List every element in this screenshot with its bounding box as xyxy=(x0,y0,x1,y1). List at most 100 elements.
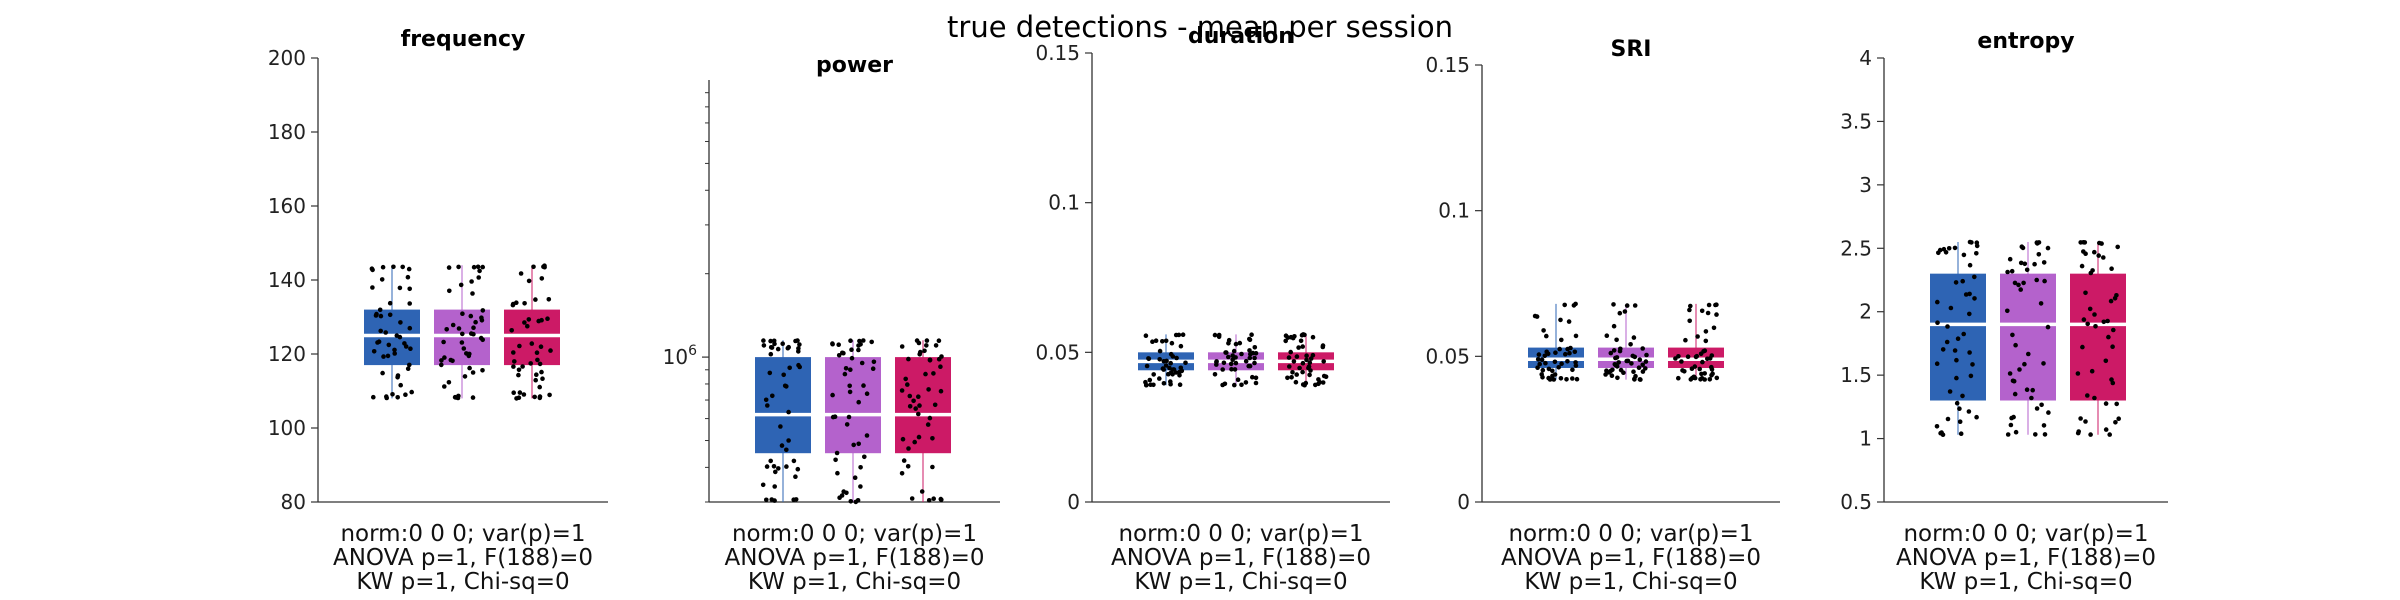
panel-title: entropy xyxy=(1977,29,2074,54)
box-group_3 xyxy=(504,309,560,366)
data-point xyxy=(836,342,841,348)
data-point xyxy=(512,359,517,364)
box-group_1 xyxy=(364,309,420,366)
stats-line-3: KW p=1, Chi-sq=0 xyxy=(1524,569,1737,595)
data-point xyxy=(1935,299,1940,305)
data-point xyxy=(1157,357,1162,362)
data-point xyxy=(903,376,908,382)
data-point xyxy=(2080,344,2085,350)
data-point xyxy=(938,496,944,502)
data-point xyxy=(1637,357,1643,363)
stats-line-2: ANOVA p=1, F(188)=0 xyxy=(1501,545,1761,571)
data-point xyxy=(2089,368,2095,374)
data-point xyxy=(1294,372,1299,377)
data-point xyxy=(456,393,461,399)
data-point xyxy=(1288,334,1294,340)
data-point xyxy=(528,361,533,366)
data-point xyxy=(786,438,791,443)
data-point xyxy=(1974,414,1979,420)
data-point xyxy=(1143,379,1148,385)
data-point xyxy=(856,399,861,405)
data-point xyxy=(526,317,532,322)
data-point xyxy=(1306,364,1312,369)
data-point xyxy=(1323,374,1329,380)
data-point xyxy=(510,301,516,307)
stats-line-2: ANOVA p=1, F(188)=0 xyxy=(1111,545,1371,571)
data-point xyxy=(842,371,848,377)
data-point xyxy=(1173,370,1179,375)
data-point xyxy=(1157,376,1162,381)
data-point xyxy=(475,264,481,270)
stats-line-1: norm:0 0 0; var(p)=1 xyxy=(340,521,585,547)
data-point xyxy=(924,338,930,343)
data-point xyxy=(2115,244,2120,250)
data-point xyxy=(464,351,469,356)
panel-frequency: frequency 80 100 120 140 160 180 200 norm:0 0 0;… xyxy=(268,27,608,595)
data-point xyxy=(1304,357,1309,363)
data-point xyxy=(1640,362,1645,368)
data-point xyxy=(1294,354,1300,359)
data-point xyxy=(526,278,532,284)
data-point xyxy=(2109,266,2114,272)
data-point xyxy=(1698,351,1704,357)
data-point xyxy=(1945,324,1950,329)
data-point xyxy=(1214,362,1219,367)
data-point xyxy=(2007,256,2013,262)
data-point xyxy=(833,457,838,463)
data-point xyxy=(1952,245,1958,251)
data-point xyxy=(1640,369,1646,374)
data-point xyxy=(514,396,519,401)
data-point xyxy=(769,497,774,502)
data-point xyxy=(1574,376,1580,382)
data-point xyxy=(371,349,377,354)
data-point xyxy=(760,482,766,488)
data-point xyxy=(1246,363,1251,369)
y-tick-label: 106 xyxy=(663,343,697,369)
data-point xyxy=(392,351,398,356)
data-point xyxy=(1974,251,1979,256)
data-point xyxy=(2076,429,2081,434)
data-point xyxy=(1160,366,1166,371)
data-point xyxy=(2024,267,2030,273)
data-point xyxy=(2013,342,2018,348)
data-point xyxy=(1710,371,1715,377)
data-point xyxy=(899,344,905,349)
data-point xyxy=(1570,367,1575,373)
data-point xyxy=(441,339,446,345)
data-point xyxy=(1180,332,1186,338)
data-point xyxy=(462,374,468,379)
data-point xyxy=(1552,372,1558,377)
data-point xyxy=(1174,355,1179,361)
data-point xyxy=(1953,280,1959,285)
data-point xyxy=(468,313,474,319)
data-point xyxy=(2005,269,2010,275)
data-point xyxy=(1161,359,1167,364)
data-point xyxy=(899,388,905,393)
data-point xyxy=(1249,332,1254,338)
data-point xyxy=(1559,337,1564,343)
data-point xyxy=(1606,370,1612,375)
data-point xyxy=(2105,318,2110,324)
data-point xyxy=(537,361,543,367)
data-point xyxy=(1235,377,1241,383)
box-group_1 xyxy=(755,357,811,454)
data-point xyxy=(1563,351,1568,357)
data-point xyxy=(1233,341,1239,347)
data-point xyxy=(460,331,465,337)
data-point xyxy=(533,297,538,302)
data-point xyxy=(1567,350,1572,356)
data-point xyxy=(471,264,477,270)
y-tick-label: 0.5 xyxy=(1840,490,1872,514)
panel-duration: duration 0 0.05 0.1 0.15 norm:0 0 0; var(p)=1… xyxy=(1035,24,1390,595)
data-point xyxy=(1551,377,1557,382)
data-point xyxy=(539,317,544,323)
data-point xyxy=(765,403,770,408)
data-point xyxy=(2103,427,2109,432)
data-point xyxy=(529,341,535,346)
data-point xyxy=(923,371,928,377)
data-point xyxy=(1173,332,1179,338)
data-point xyxy=(442,355,447,360)
data-point xyxy=(1546,366,1552,372)
data-point xyxy=(1939,430,1944,435)
data-point xyxy=(379,277,385,282)
